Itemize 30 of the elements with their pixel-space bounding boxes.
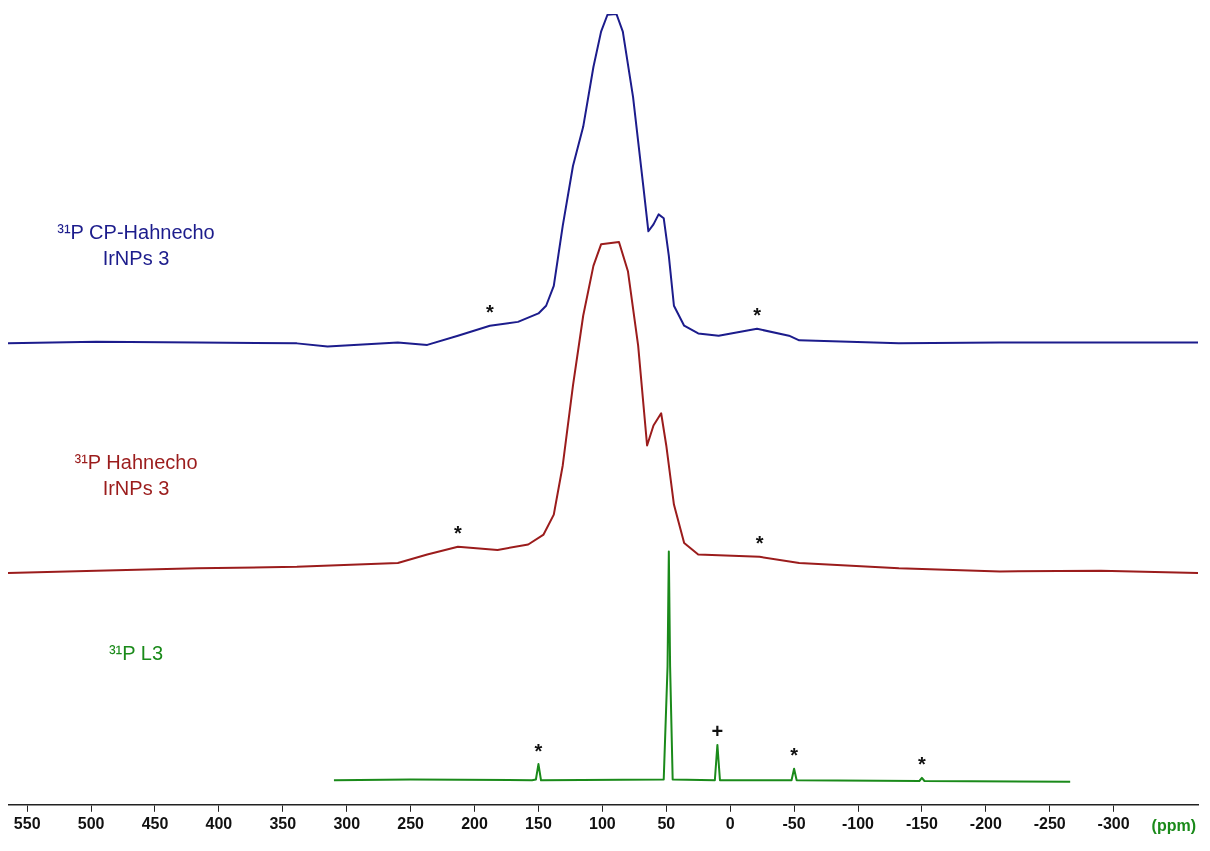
x-tick-label: 200 — [461, 814, 488, 832]
annotation: * — [485, 301, 494, 324]
annotation: * — [534, 739, 543, 762]
x-tick-label: 500 — [77, 814, 105, 832]
annotation: * — [790, 744, 799, 767]
x-tick-label: 350 — [269, 814, 297, 832]
x-tick-label: 150 — [525, 814, 552, 832]
x-axis-title: (ppm) — [1151, 817, 1196, 835]
annotation: + — [711, 720, 724, 743]
x-tick-label: -300 — [1097, 814, 1130, 832]
x-tick-label: 450 — [141, 814, 169, 832]
x-tick-label: -250 — [1033, 814, 1066, 832]
annotation: * — [753, 304, 762, 327]
annotation: * — [918, 753, 927, 776]
x-tick-label: -150 — [905, 814, 939, 832]
x-tick-label: 250 — [397, 814, 425, 832]
x-tick-label: -50 — [782, 814, 806, 832]
x-tick-label: -200 — [969, 814, 1002, 832]
text: ³¹P CP-Hahnecho IrNPs 3 — [57, 221, 215, 270]
x-tick-label: 100 — [589, 814, 616, 832]
x-tick-label: -100 — [841, 814, 875, 832]
x-tick-label: 50 — [657, 814, 676, 832]
x-tick-label: 0 — [725, 814, 735, 832]
x-tick-label: 400 — [205, 814, 233, 832]
x-tick-label: 300 — [333, 814, 361, 832]
x-tick-label: 550 — [13, 814, 41, 832]
annotation: * — [454, 522, 463, 545]
text: ³¹P Hahnecho IrNPs 3 — [74, 450, 198, 499]
text: ³¹P L3 — [108, 642, 164, 665]
annotation: * — [755, 532, 764, 555]
